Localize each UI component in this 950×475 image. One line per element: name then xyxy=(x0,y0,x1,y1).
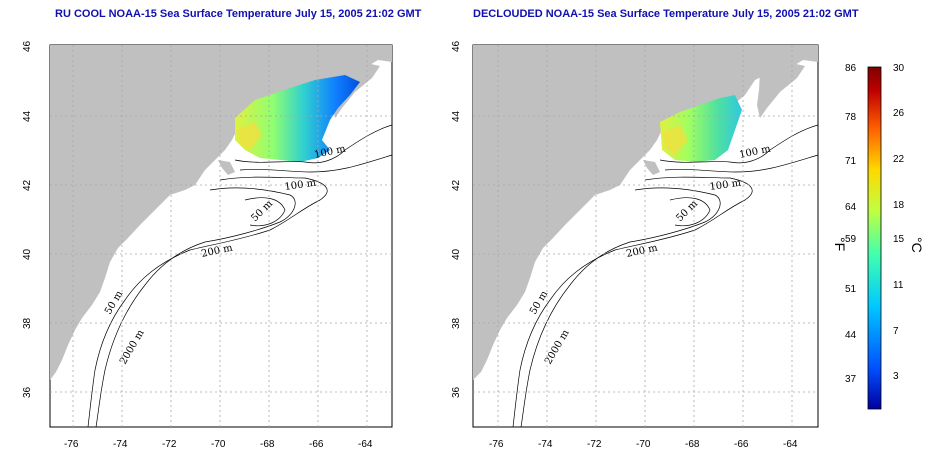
celsius-tick-label: 30 xyxy=(893,63,905,74)
land-mass xyxy=(473,45,818,380)
y-tick-label: 46 xyxy=(22,40,33,52)
y-tick-label: 38 xyxy=(451,317,462,329)
x-tick-label: -64 xyxy=(358,439,373,450)
x-tick-label: -64 xyxy=(783,439,798,450)
x-axis: -76 -74 -72 -70 -68 -66 -64 xyxy=(64,439,373,450)
sst-map-left: 100 m 100 m 50 m 200 m 50 m 2000 m -76 -… xyxy=(22,40,393,450)
panel-title-right: DECLOUDED NOAA-15 Sea Surface Temperatur… xyxy=(473,8,859,20)
fahrenheit-tick-label: 78 xyxy=(845,112,857,123)
cape-cod-land xyxy=(218,160,235,175)
contour-label: 100 m xyxy=(709,178,742,193)
warm-patch xyxy=(663,125,688,155)
y-tick-label: 38 xyxy=(22,317,33,329)
fahrenheit-tick-label: 51 xyxy=(845,284,857,295)
sst-field xyxy=(235,75,360,162)
celsius-tick-label: 22 xyxy=(893,154,905,165)
y-axis: 46 44 42 40 38 36 xyxy=(22,40,33,398)
land-mass xyxy=(50,45,392,380)
y-tick-label: 44 xyxy=(22,110,33,122)
celsius-tick-label: 11 xyxy=(893,280,904,291)
celsius-tick-label: 18 xyxy=(893,200,905,211)
sst-map-right: 100 m 100 m 50 m 200 m 50 m 2000 m -76 -… xyxy=(451,40,819,450)
y-tick-label: 44 xyxy=(451,110,462,122)
y-tick-label: 46 xyxy=(451,40,462,52)
fahrenheit-ticks: 86 78 71 64 59 51 44 37 xyxy=(845,63,857,385)
x-tick-label: -68 xyxy=(260,439,275,450)
fahrenheit-tick-label: 64 xyxy=(845,202,857,213)
map-gridlines xyxy=(473,45,818,427)
y-tick-label: 40 xyxy=(22,248,33,260)
map-gridlines xyxy=(50,45,392,427)
x-tick-label: -70 xyxy=(211,439,226,450)
colorbar-scale xyxy=(867,66,882,410)
x-tick-label: -70 xyxy=(636,439,651,450)
x-tick-label: -74 xyxy=(538,439,553,450)
fahrenheit-tick-label: 37 xyxy=(845,374,857,385)
x-tick-label: -76 xyxy=(64,439,79,450)
y-tick-label: 36 xyxy=(451,386,462,398)
celsius-tick-label: 3 xyxy=(893,371,899,382)
y-axis: 46 44 42 40 38 36 xyxy=(451,40,462,398)
cape-cod-land xyxy=(643,160,660,175)
y-tick-label: 36 xyxy=(22,386,33,398)
fahrenheit-unit: °F xyxy=(832,237,848,251)
fahrenheit-tick-label: 86 xyxy=(845,63,857,74)
y-tick-label: 42 xyxy=(22,179,33,191)
temperature-colorbar: 86 78 71 64 59 51 44 37 30 26 22 18 15 1… xyxy=(832,63,925,410)
x-tick-label: -76 xyxy=(489,439,504,450)
panel-title-left: RU COOL NOAA-15 Sea Surface Temperature … xyxy=(55,8,422,20)
y-tick-label: 40 xyxy=(451,248,462,260)
warm-patch xyxy=(238,122,262,150)
fahrenheit-tick-label: 71 xyxy=(845,156,857,167)
bathymetry-contours xyxy=(87,124,393,428)
y-tick-label: 42 xyxy=(451,179,462,191)
x-tick-label: -74 xyxy=(113,439,128,450)
nova-scotia-land xyxy=(757,62,805,118)
x-tick-label: -72 xyxy=(162,439,177,450)
x-tick-label: -66 xyxy=(309,439,324,450)
celsius-tick-label: 7 xyxy=(893,326,899,337)
celsius-tick-label: 15 xyxy=(893,234,905,245)
contour-label: 100 m xyxy=(284,178,317,193)
celsius-unit: °C xyxy=(909,237,925,253)
fahrenheit-tick-label: 59 xyxy=(845,234,857,245)
x-axis: -76 -74 -72 -70 -68 -66 -64 xyxy=(489,439,798,450)
x-tick-label: -66 xyxy=(734,439,749,450)
x-tick-label: -72 xyxy=(587,439,602,450)
x-tick-label: -68 xyxy=(685,439,700,450)
fahrenheit-tick-label: 44 xyxy=(845,330,857,341)
celsius-tick-label: 26 xyxy=(893,108,905,119)
celsius-ticks: 30 26 22 18 15 11 7 3 xyxy=(893,63,905,382)
